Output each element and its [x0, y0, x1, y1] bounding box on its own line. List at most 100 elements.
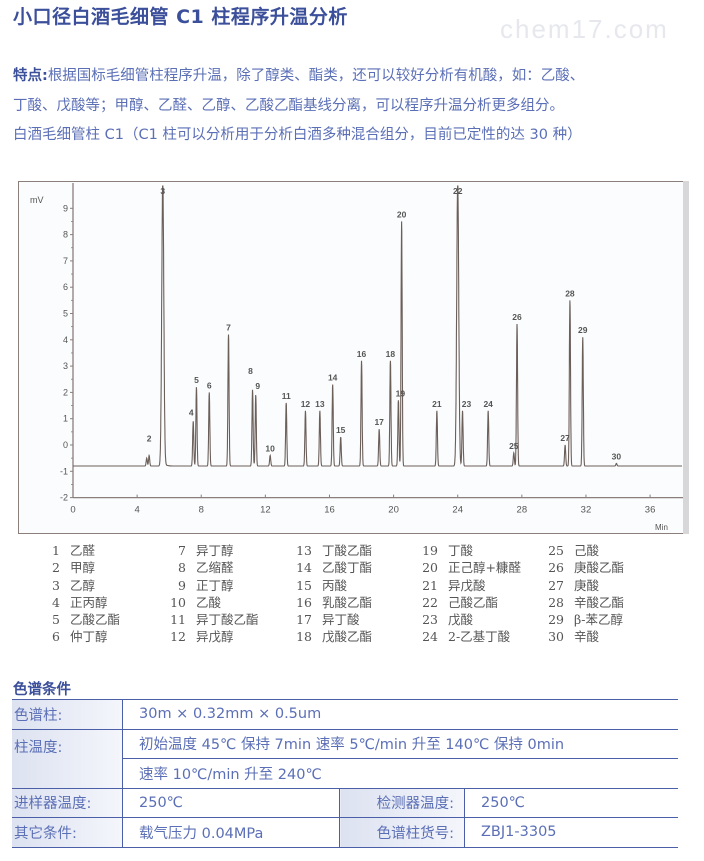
legend-number: 24: [422, 629, 438, 645]
peak-label: 18: [386, 349, 396, 359]
legend-item: 17 异丁酸: [286, 609, 372, 628]
y-tick-label: 3: [63, 361, 68, 371]
chromatogram-trace: [73, 185, 682, 467]
legend-number: 8: [178, 560, 186, 576]
legend-compound: 乙缩醛: [196, 560, 234, 576]
x-tick-label: 36: [645, 505, 656, 516]
peak-label: 29: [578, 325, 588, 335]
peak-label: 17: [374, 417, 384, 427]
legend-item: 6 仲丁醇: [34, 626, 120, 644]
chromatogram-frame: [18, 181, 684, 534]
peak-label: 26: [512, 312, 522, 322]
peak-label: 16: [357, 349, 367, 359]
legend-number: 26: [548, 560, 564, 576]
peak-label: 20: [397, 209, 407, 219]
legend-item: 22 己酸乙酯: [412, 592, 521, 610]
peak-label: 6: [207, 380, 212, 390]
y-tick-label: 0: [63, 440, 68, 450]
legend-number: 30: [548, 629, 564, 645]
peak-label: 23: [462, 399, 472, 409]
features-label: 特点:: [13, 68, 48, 84]
legend-compound: 乙酸乙酯: [70, 612, 121, 628]
features-line-1: 特点:根据国标毛细管柱程序升温，除了醇类、酯类，还可以较好分析有机酸，如：乙酸、: [13, 64, 584, 85]
legend-item: 14 乙酸丁酯: [286, 557, 372, 576]
legend-number: 12: [170, 629, 186, 645]
other-label: 其它条件:: [12, 817, 123, 848]
legend-item: 27 庚酸: [538, 575, 624, 593]
legend-number: 1: [52, 543, 60, 558]
y-tick-label: 9: [63, 203, 68, 213]
legend-column: 7 异丁醇 8 乙缩醛 9 正丁醇 10 乙酸 11 异丁酸乙酯 12 异戊醇: [160, 540, 259, 645]
legend-item: 18 戊酸乙酯: [286, 626, 373, 645]
legend-number: 16: [296, 594, 312, 610]
row-column: 色谱柱: 30m × 0.32mm × 0.5um: [12, 699, 678, 730]
legend-number: 22: [422, 594, 438, 610]
x-axis-unit: Min: [655, 523, 668, 532]
legend-number: 27: [548, 577, 564, 593]
legend-item: 5 乙酸乙酯: [34, 609, 121, 628]
legend-item: 16 乳酸乙酯: [286, 592, 373, 610]
legend-compound: 丁酸: [448, 543, 474, 558]
x-tick-label: 32: [581, 505, 592, 516]
legend-compound: 庚酸: [574, 577, 600, 593]
x-tick-label: 24: [452, 505, 463, 516]
y-tick-label: 5: [63, 309, 68, 319]
legend-compound: 庚酸乙酯: [574, 560, 625, 576]
y-tick-label: -1: [60, 466, 68, 476]
legend-item: 19 丁酸: [412, 540, 521, 558]
legend-item: 23 戊酸: [412, 609, 521, 628]
legend-number: 15: [296, 577, 312, 593]
peak-label: 3: [160, 186, 165, 196]
peak-label: 9: [255, 381, 260, 391]
catalog-label: 色谱柱货号:: [339, 817, 465, 848]
legend-number: 7: [178, 543, 186, 558]
legend-compound: 戊酸乙酯: [322, 629, 373, 645]
legend-number: 21: [422, 577, 438, 593]
legend-number: 14: [296, 560, 312, 576]
other-value: 载气压力 0.04MPa: [122, 817, 340, 848]
legend-item: 2 甲醇: [34, 557, 120, 576]
legend-number: 28: [548, 594, 564, 610]
legend-number: 17: [296, 612, 312, 628]
peak-legend: 1 乙醛 2 甲醇 3 乙醇 4 正丙醇 5 乙酸乙酯 6 仲丁醇 7 异丁醇 8 乙缩醛 9 正丁醇 10 乙酸 11…: [34, 540, 684, 648]
legend-compound: 异戊酸: [448, 577, 486, 593]
x-tick-label: 4: [134, 505, 139, 516]
legend-compound: 己酸: [574, 543, 600, 558]
legend-compound: 丁酸乙酯: [322, 543, 373, 558]
peak-label: 13: [315, 399, 325, 409]
legend-number: 4: [52, 594, 60, 610]
legend-compound: 乳酸乙酯: [322, 594, 373, 610]
legend-compound: 辛酸: [574, 629, 600, 645]
y-tick-label: -2: [60, 493, 68, 503]
peak-label: 2: [147, 434, 152, 444]
legend-item: 13 丁酸乙酯: [286, 540, 373, 558]
x-tick-label: 0: [70, 505, 75, 516]
detector-label: 检测器温度:: [339, 787, 465, 818]
legend-item: 10 乙酸: [160, 592, 259, 610]
column-label: 色谱柱:: [12, 699, 123, 730]
legend-number: 23: [422, 612, 438, 628]
legend-compound: 乙醛: [70, 543, 96, 558]
column-value: 30m × 0.32mm × 0.5um: [122, 699, 678, 730]
legend-number: 25: [548, 543, 564, 558]
y-tick-label: 7: [63, 256, 68, 266]
legend-item: 3 乙醇: [34, 575, 120, 593]
legend-compound: 异丁酸: [322, 612, 360, 628]
legend-number: 29: [548, 612, 564, 628]
peak-label: 10: [265, 444, 275, 454]
peak-label: 27: [560, 433, 570, 443]
row-other-catalog: 其它条件: 载气压力 0.04MPa 色谱柱货号: ZBJ1-3305: [12, 817, 678, 848]
row-injector-detector: 进样器温度: 250℃ 检测器温度: 250℃: [12, 787, 678, 818]
legend-compound: 异丁酸乙酯: [196, 612, 259, 628]
peak-label: 21: [432, 399, 442, 409]
temp-value-1: 初始温度 45℃ 保持 7min 速率 5℃/min 升至 140℃ 保持 0m…: [122, 728, 678, 759]
legend-item: 21 异戊酸: [412, 575, 521, 593]
legend-number: 3: [52, 577, 60, 593]
detector-value: 250℃: [464, 787, 678, 818]
legend-number: 9: [178, 577, 186, 593]
legend-compound: 正丁醇: [196, 577, 234, 593]
peak-label: 7: [226, 323, 231, 333]
legend-number: 19: [422, 543, 438, 558]
legend-compound: 甲醇: [70, 560, 96, 576]
